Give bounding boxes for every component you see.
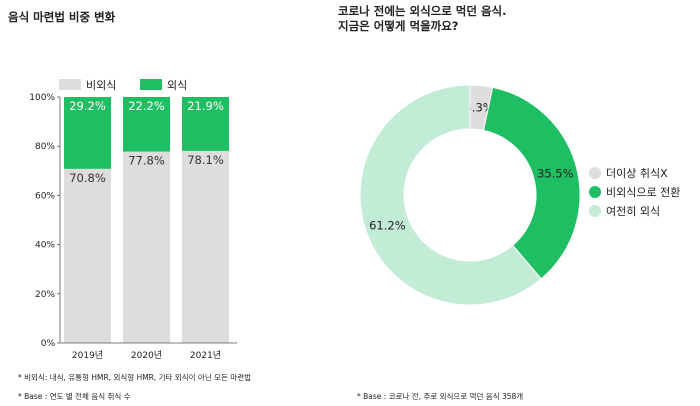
right-title-line-2: 지금은 어떻게 먹을까요? [338, 19, 459, 33]
legend-dot [589, 205, 601, 217]
non-dining-out-definition-note: * 비외식: 내식, 유통형 HMR, 외식형 HMR, 기타 외식이 아닌 모… [18, 373, 251, 382]
y-tick-label: 40% [35, 241, 55, 251]
dining-out-value-label: 22.2% [128, 99, 165, 113]
x-tick-label: 2020년 [131, 350, 162, 361]
slice-value-label: 35.5% [537, 166, 574, 180]
left-chart-title: 음식 마련법 비중 변화 [8, 10, 116, 24]
y-tick-label: 80% [35, 142, 55, 152]
slice-value-label: 3.3% [464, 100, 493, 114]
stacked-bar-chart: 0% 20% 40% 60% 80% 100% 70.8% 29.2% 2019년 77.8% 22… [29, 79, 237, 361]
non-dining-out-bar [64, 168, 111, 343]
legend-dot [589, 167, 601, 179]
y-tick-label: 0% [41, 339, 56, 349]
dining-out-bar [182, 97, 229, 151]
legend-swatch-non-dining-out [59, 79, 81, 90]
x-tick-label: 2019년 [72, 350, 103, 361]
y-tick-label: 20% [35, 290, 55, 300]
slice-value-label: 61.2% [369, 218, 406, 232]
dining-out-value-label: 29.2% [69, 99, 106, 113]
y-tick-label: 100% [29, 93, 55, 103]
non-dining-out-bar [182, 150, 229, 343]
non-dining-out-value-label: 70.8% [69, 171, 106, 185]
right-base-note: * Base : 코로나 전, 주로 외식으로 먹던 음식 358개 [357, 392, 524, 401]
dining-out-value-label: 21.9% [187, 99, 224, 113]
legend-dot [589, 186, 601, 198]
legend-label: 여전히 외식 [606, 204, 660, 218]
slice-switched-to-non-dining-out [482, 86, 581, 280]
legend-label-dining-out: 외식 [167, 79, 187, 92]
x-tick-label: 2021년 [190, 350, 221, 361]
legend-swatch-dining-out [140, 79, 162, 90]
right-title-line-1: 코로나 전에는 외식으로 먹던 음식. [338, 4, 507, 18]
legend-label-non-dining-out: 비외식 [86, 79, 116, 92]
non-dining-out-value-label: 77.8% [128, 154, 165, 168]
non-dining-out-bar [123, 151, 170, 343]
slice-still-dining-out [359, 84, 542, 306]
left-base-note: * Base : 연도 별 전체 음식 취식 수 [18, 392, 131, 401]
legend-label: 더이상 취식X [606, 167, 668, 180]
right-chart-title: 코로나 전에는 외식으로 먹던 음식. 지금은 어떻게 먹을까요? [338, 4, 507, 34]
non-dining-out-value-label: 78.1% [187, 153, 224, 167]
dining-out-bar [123, 97, 170, 152]
dining-out-bar [64, 97, 111, 169]
legend-label: 비외식으로 전환 [606, 186, 680, 199]
y-tick-label: 60% [35, 191, 55, 201]
